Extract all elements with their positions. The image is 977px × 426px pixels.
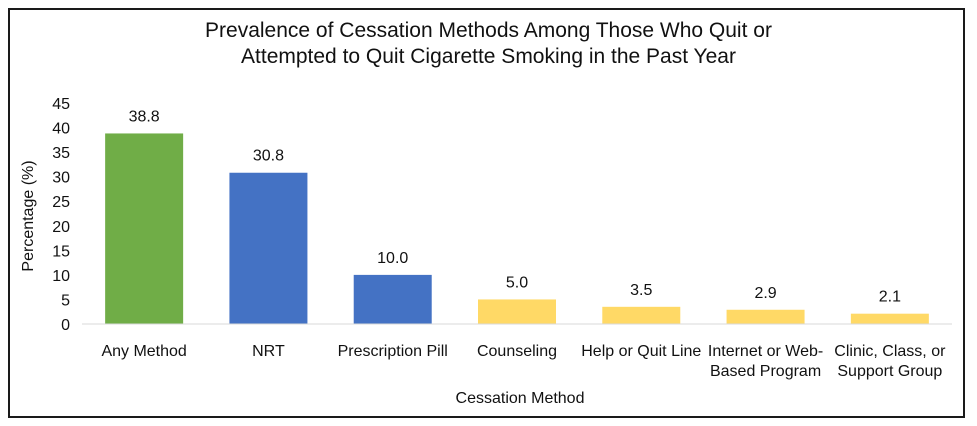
chart-title: Prevalence of Cessation Methods Among Th… (0, 18, 977, 70)
y-tick-label: 40 (52, 121, 70, 138)
bar (229, 172, 308, 324)
chart-title-line-1: Prevalence of Cessation Methods Among Th… (205, 19, 772, 42)
x-axis: Any Method NRT Prescription Pill Counseling… (82, 323, 952, 380)
y-tick-label: 30 (52, 170, 70, 187)
x-tick-label: Clinic, Class, or Support Group (834, 343, 946, 380)
x-tick-label: Internet or Web-Based Program (708, 343, 823, 380)
y-tick-label: 45 (52, 96, 70, 113)
data-label: 2.1 (879, 289, 901, 306)
y-axis-label: Percentage (%) (20, 160, 37, 271)
bar (353, 274, 432, 324)
bar (602, 306, 681, 324)
data-label: 38.8 (129, 108, 160, 125)
y-tick-label: 0 (61, 317, 70, 334)
y-tick-label: 25 (52, 194, 70, 211)
data-label: 5.0 (506, 274, 528, 291)
x-tick-label: Prescription Pill (338, 343, 448, 360)
bar (478, 299, 556, 324)
x-tick-label: Help or Quit Line (581, 343, 701, 360)
bar (850, 313, 929, 324)
bars: 38.8 30.8 10.0 5.0 3.5 2.9 2.1 (105, 108, 929, 324)
y-tick-label: 20 (52, 219, 70, 236)
bar (726, 309, 805, 324)
y-tick-label: 35 (52, 145, 70, 162)
data-label: 3.5 (630, 282, 652, 299)
y-tick-label: 5 (61, 292, 70, 309)
y-tick-label: 15 (52, 243, 70, 260)
y-tick-label: 10 (52, 268, 70, 285)
data-label: 10.0 (377, 250, 408, 267)
data-label: 30.8 (253, 148, 284, 165)
y-axis: 0 5 10 15 20 25 30 35 40 45 (52, 96, 70, 334)
x-axis-label: Cessation Method (456, 390, 585, 407)
x-tick-label: Counseling (477, 343, 557, 360)
bar (105, 133, 184, 324)
x-tick-label: Any Method (101, 343, 186, 360)
data-label: 2.9 (754, 285, 776, 302)
x-tick-label: NRT (252, 343, 285, 360)
chart-title-line-2: Attempted to Quit Cigarette Smoking in t… (241, 45, 736, 68)
